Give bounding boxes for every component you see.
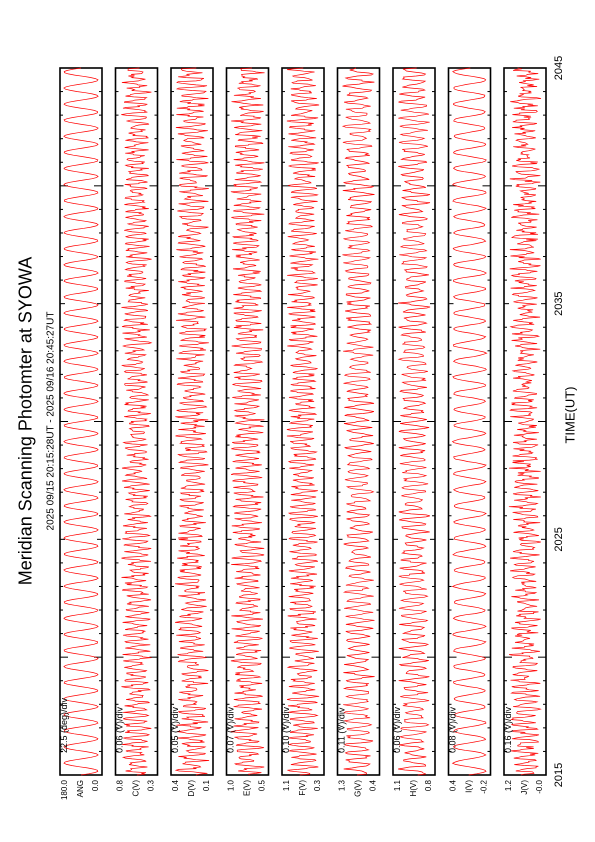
x-axis-label: TIME(UT) [562, 386, 578, 444]
panels-layer: 22.5 (deg)/div 180.0 ANG 0.0 0.06 (V)/div 0.8… [59, 67, 547, 800]
panel-ytick-bottom: 0.5 [258, 779, 267, 791]
panel-ytick-top: 0.4 [171, 779, 180, 791]
panel-ytick-top: 1.2 [504, 779, 513, 791]
panel-ytick-bottom: 0.8 [424, 779, 433, 791]
panel-ytick-top: 1.3 [338, 779, 347, 791]
panel-scale-label: 0.16 (V)/div [503, 706, 513, 753]
panel-scale-label: 0.06 (V)/div [392, 706, 402, 753]
panel-8: 0.08 (V)/div 0.4 I(V) -0.2 [448, 67, 492, 794]
panel-name: C(V) [132, 780, 141, 797]
series-line [341, 67, 375, 776]
panel-ytick-top: 1.1 [393, 779, 402, 791]
panel-ytick-bottom: -0.2 [480, 779, 489, 793]
panel-ytick-bottom: 0.3 [313, 779, 322, 791]
panel-ytick-top: 180.0 [60, 779, 69, 800]
panel-ytick-top: 0.8 [116, 779, 125, 791]
panel-scale-label: 0.05 (V)/div [170, 706, 180, 753]
panel-2: 0.06 (V)/div 0.8 C(V) 0.3 [115, 67, 159, 797]
panel-name: I(V) [465, 780, 474, 793]
series-line [174, 67, 210, 776]
panel-name: G(V) [354, 780, 363, 797]
panel-name: J(V) [520, 780, 529, 795]
panel-name: F(V) [298, 780, 307, 796]
chart-title: Meridian Scanning Photomter at SYOWA [15, 256, 36, 586]
panel-6: 0.11 (V)/div 1.3 G(V) 0.4 [337, 67, 381, 797]
x-tick-label: 2015 [553, 763, 565, 787]
series-line [451, 67, 488, 776]
series-line [121, 67, 153, 776]
panel-ytick-bottom: -0.0 [535, 779, 544, 793]
x-axis: 2015 2025 2035 2045 [553, 56, 565, 787]
panel-scale-label: 0.06 (V)/div [115, 706, 125, 753]
panel-scale-label: 22.5 (deg)/div [59, 697, 69, 753]
panel-5: 0.10 (V)/div 1.1 F(V) 0.3 [281, 67, 325, 796]
panel-1: 22.5 (deg)/div 180.0 ANG 0.0 [59, 67, 103, 800]
panel-ytick-bottom: 0.1 [202, 779, 211, 791]
panel-3: 0.05 (V)/div 0.4 D(V) 0.1 [170, 67, 214, 797]
panel-ytick-top: 1.1 [282, 779, 291, 791]
panel-ytick-top: 1.0 [227, 779, 236, 791]
panel-7: 0.06 (V)/div 1.1 H(V) 0.8 [392, 67, 436, 797]
panel-9: 0.16 (V)/div 1.2 J(V) -0.0 [503, 67, 547, 795]
panel-scale-label: 0.08 (V)/div [448, 706, 458, 753]
x-tick-label: 2025 [553, 527, 565, 551]
series-line [397, 67, 431, 776]
panel-name: E(V) [243, 780, 252, 796]
panel-name: H(V) [409, 780, 418, 797]
chart-subtitle: 2025 09/15 20:15:28UT - 2025 09/16 20:45… [45, 311, 57, 531]
panel-ytick-top: 0.4 [449, 779, 458, 791]
panel-4: 0.07 (V)/div 1.0 E(V) 0.5 [226, 67, 270, 796]
series-line [286, 67, 320, 776]
panel-name: ANG [76, 780, 85, 797]
panel-scale-label: 0.11 (V)/div [337, 707, 347, 753]
x-tick-label: 2045 [553, 56, 565, 80]
series-line [63, 67, 99, 776]
panel-ytick-bottom: 0.0 [91, 779, 100, 791]
panel-name: D(V) [187, 780, 196, 797]
panel-scale-label: 0.10 (V)/div [281, 706, 291, 753]
x-tick-label: 2035 [553, 291, 565, 315]
series-line [230, 67, 265, 776]
panel-ytick-bottom: 0.3 [147, 779, 156, 791]
panel-ytick-bottom: 0.4 [369, 779, 378, 791]
series-line [508, 67, 542, 776]
panel-scale-label: 0.07 (V)/div [226, 706, 236, 753]
